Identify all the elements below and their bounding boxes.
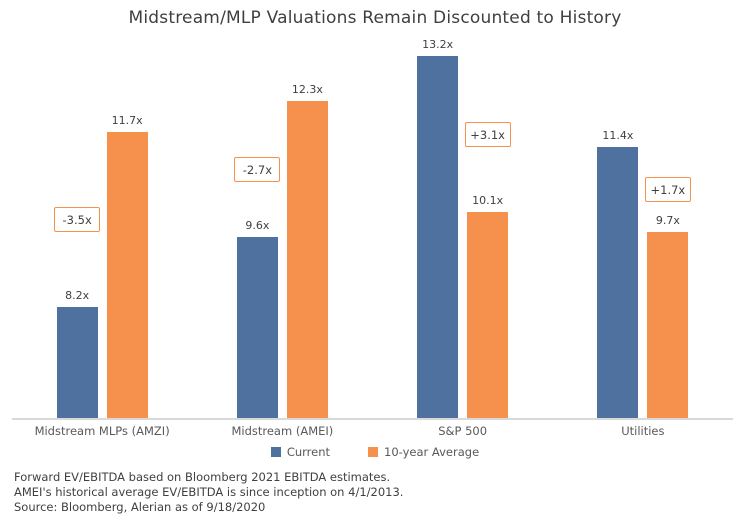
- bar-value-label-average: 9.7x: [655, 214, 680, 228]
- bar-average: [106, 131, 148, 418]
- bar-average: [286, 101, 328, 418]
- bar-current: [597, 146, 639, 418]
- footnote-line: Source: Bloomberg, Alerian as of 9/18/20…: [14, 500, 266, 514]
- x-axis-label: S&P 500: [438, 424, 488, 438]
- delta-badge: +1.7x: [644, 176, 691, 202]
- bar-value-label-average: 10.1x: [472, 193, 504, 207]
- footnote-line: Forward EV/EBITDA based on Bloomberg 202…: [14, 470, 391, 484]
- bar-value-label-average: 12.3x: [291, 83, 323, 97]
- bar-current: [56, 307, 98, 418]
- delta-badge: -2.7x: [234, 156, 281, 182]
- footnote-line: AMEI's historical average EV/EBITDA is s…: [14, 485, 404, 499]
- bar-value-label-current: 9.6x: [245, 219, 270, 233]
- x-axis-line: [12, 418, 733, 420]
- legend-label-average: 10-year Average: [384, 445, 480, 459]
- x-axis-label: Midstream (AMEI): [231, 424, 334, 438]
- x-axis-label: Midstream MLPs (AMZI): [34, 424, 170, 438]
- legend-swatch-current-icon: [270, 447, 281, 457]
- x-axis-label: Utilities: [621, 424, 665, 438]
- bar-value-label-current: 8.2x: [65, 289, 90, 303]
- footnotes: Forward EV/EBITDA based on Bloomberg 202…: [14, 470, 403, 515]
- bar-value-label-current: 11.4x: [602, 128, 634, 142]
- bar-average: [467, 211, 509, 418]
- delta-badge: -3.5x: [54, 207, 101, 232]
- legend-entry-average: 10-year Average: [368, 445, 479, 459]
- bar-current: [417, 56, 459, 418]
- bar-value-label-average: 11.7x: [111, 113, 143, 127]
- bar-average: [647, 232, 689, 418]
- delta-badge: +3.1x: [464, 121, 511, 147]
- legend-swatch-average-icon: [368, 447, 379, 457]
- bar-value-label-current: 13.2x: [422, 38, 454, 52]
- legend-label-current: Current: [286, 445, 331, 459]
- legend: Current 10-year Average: [0, 445, 750, 459]
- chart-title: Midstream/MLP Valuations Remain Discount…: [128, 8, 622, 28]
- bar-current: [236, 237, 278, 418]
- legend-entry-current: Current: [270, 445, 331, 459]
